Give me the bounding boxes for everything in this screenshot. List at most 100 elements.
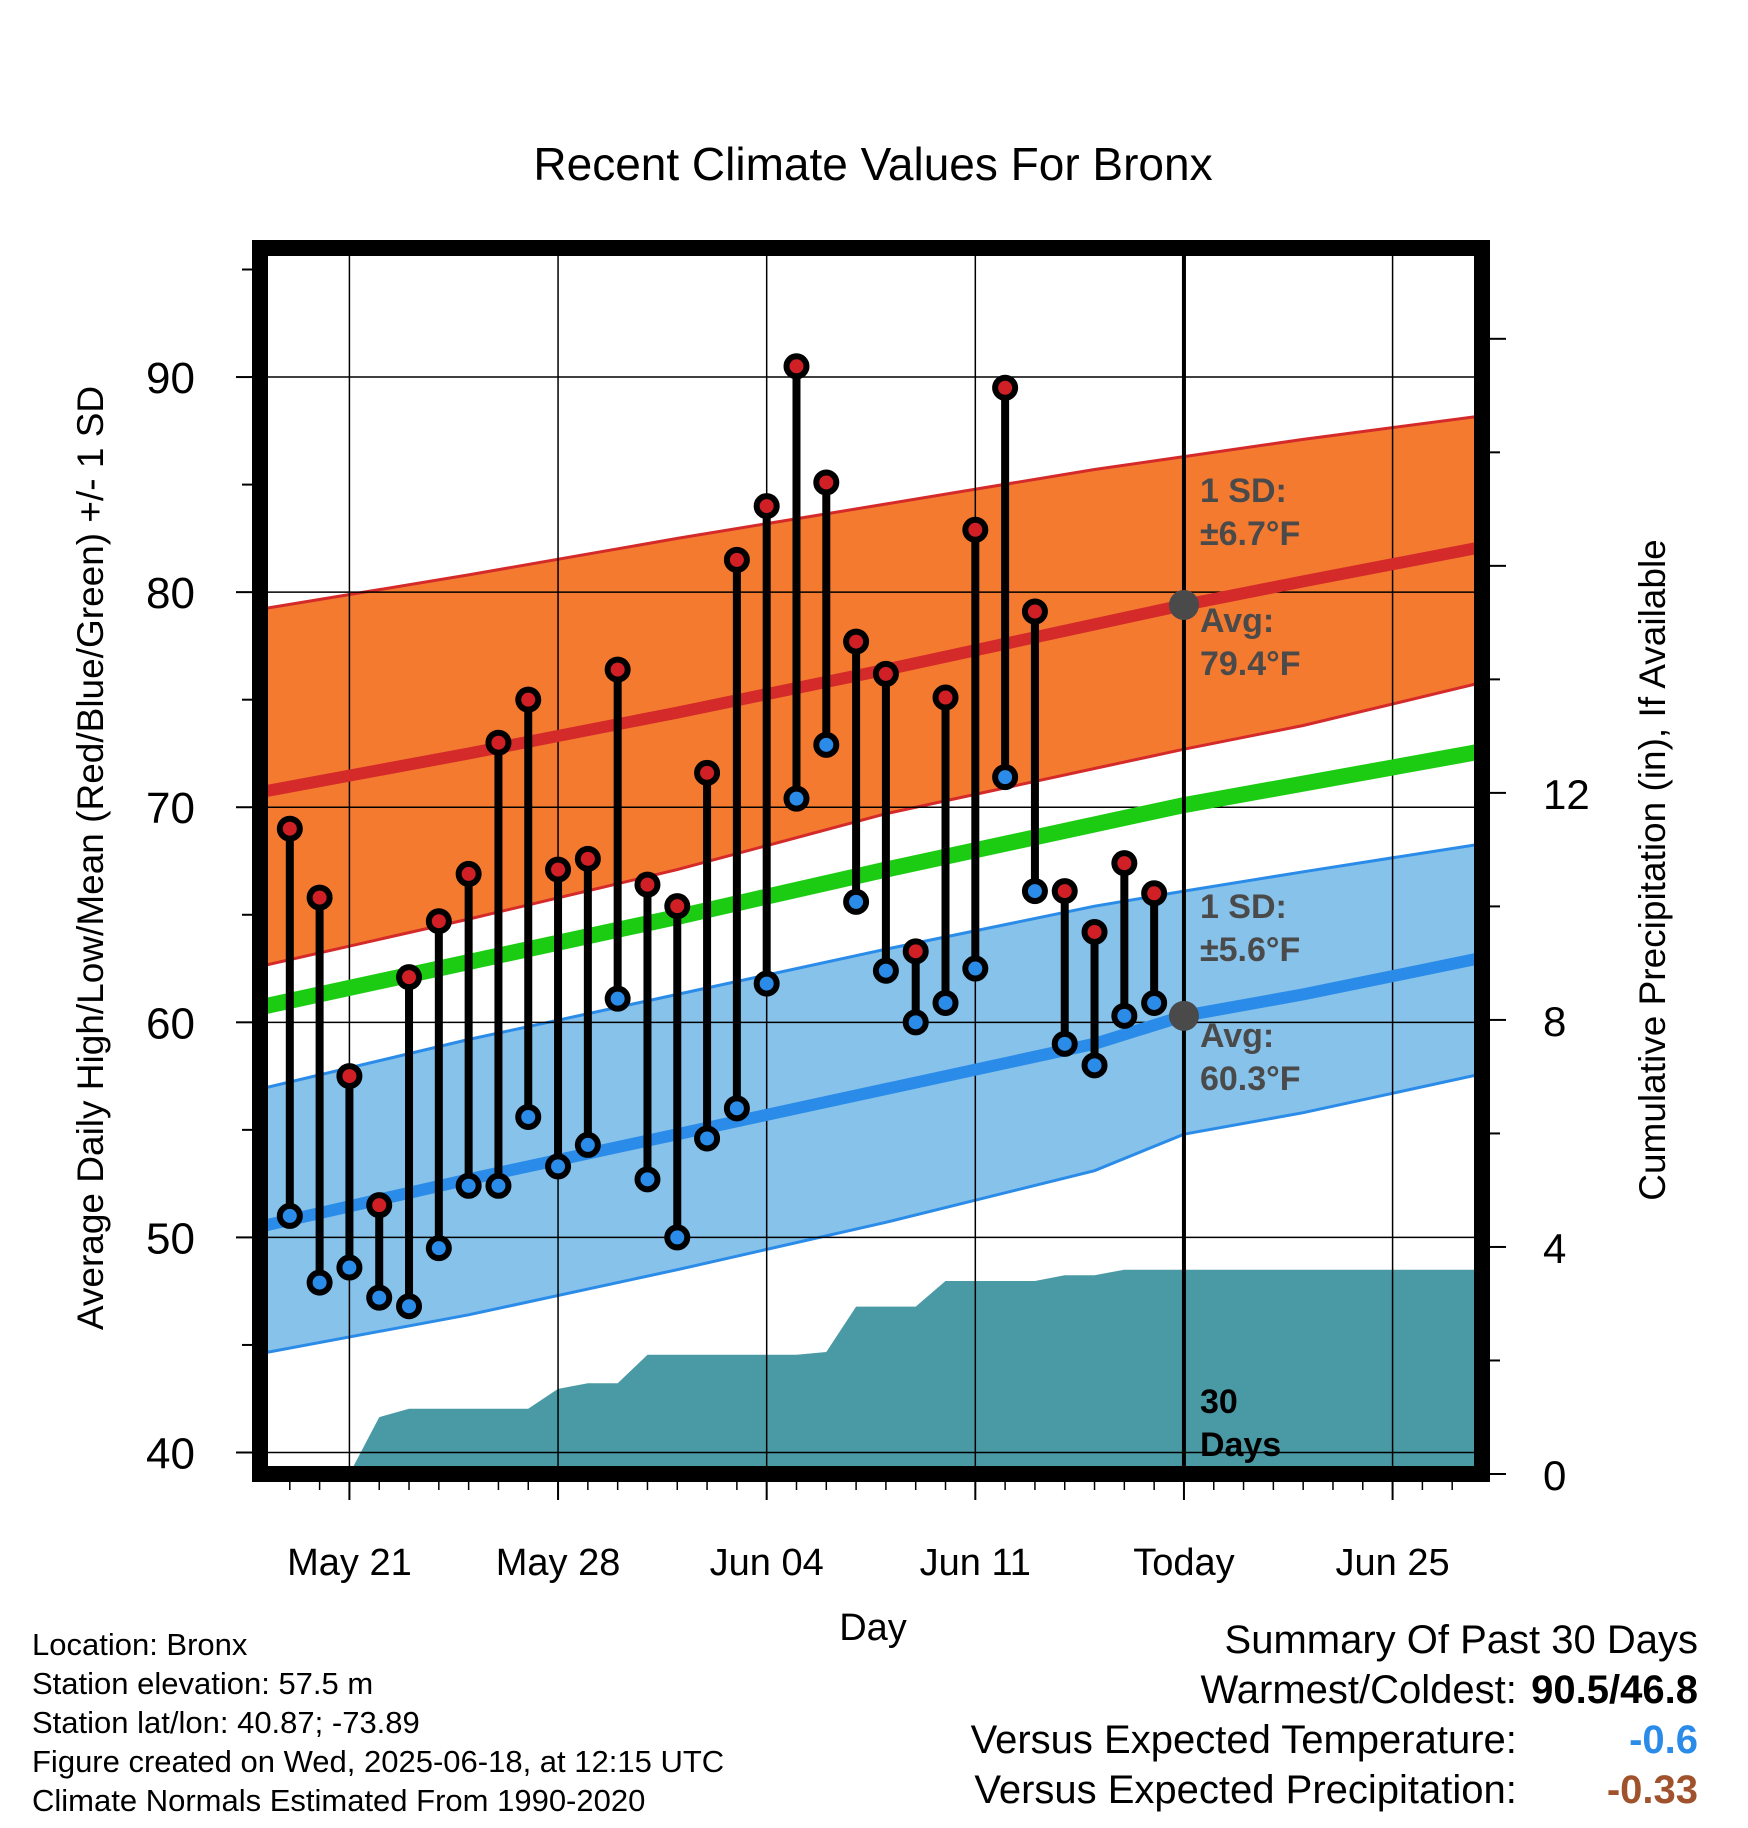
daily-low-point [843, 888, 870, 915]
daily-high-point [336, 1063, 363, 1090]
high-avg-label-line1: Avg: [1200, 602, 1274, 640]
precip-anomaly-value: -0.33 [1606, 1768, 1698, 1812]
daily-high-point [843, 628, 870, 655]
daily-high-point [425, 908, 452, 935]
low-sd-band [260, 843, 1482, 1354]
daily-high-point [1141, 880, 1168, 907]
temp-anomaly-label: Versus Expected Temperature: [970, 1718, 1517, 1762]
daily-low-point [962, 955, 989, 982]
daily-low-point [1081, 1052, 1108, 1079]
daily-high-point [992, 374, 1019, 401]
x-axis-label: Day [839, 1607, 907, 1649]
low-avg-label-line1: Avg: [1200, 1017, 1274, 1055]
high-band-upper-edge [260, 414, 1482, 611]
days-label-line1: 30 [1200, 1383, 1238, 1421]
mean-normal-line [260, 743, 1482, 1016]
daily-high-point [753, 493, 780, 520]
y-tick-label: 90 [146, 354, 195, 403]
warmest-coldest-label: Warmest/Coldest: [1200, 1668, 1517, 1712]
y2-tick-label: 0 [1543, 1452, 1566, 1499]
daily-high-point [813, 469, 840, 496]
daily-low-point [992, 764, 1019, 791]
plot-content [260, 248, 1482, 1474]
x-tick-label: May 21 [287, 1542, 412, 1584]
high-sd-label-line1: 1 SD: [1200, 472, 1287, 510]
daily-high-point [664, 893, 691, 920]
daily-high-point [962, 516, 989, 543]
daily-low-point [813, 731, 840, 758]
elevation-text: Station elevation: 57.5 m [32, 1666, 374, 1701]
y2-tick-label: 4 [1543, 1225, 1566, 1272]
station-info: Location: Bronx Station elevation: 57.5 … [32, 1625, 724, 1820]
x-tick-label: May 28 [496, 1542, 621, 1584]
daily-low-point [336, 1254, 363, 1281]
daily-low-point [902, 1009, 929, 1036]
low-sd-label-line2: ±5.6°F [1200, 931, 1300, 969]
y2-tick-label: 8 [1543, 998, 1566, 1045]
precip-area [260, 1269, 1482, 1474]
temp-anomaly-row: Versus Expected Temperature: -0.6 [971, 1715, 1698, 1765]
normals-text: Climate Normals Estimated From 1990-2020 [32, 1783, 646, 1818]
x-tick-label: Jun 11 [920, 1542, 1031, 1584]
location-text: Location: Bronx [32, 1627, 248, 1662]
daily-low-point [425, 1235, 452, 1262]
daily-low-point [1021, 878, 1048, 905]
y-tick-label: 60 [146, 999, 195, 1048]
daily-low-point [664, 1224, 691, 1251]
daily-low-point [455, 1172, 482, 1199]
y2-tick-label: 12 [1543, 771, 1590, 818]
y-tick-label: 40 [146, 1429, 195, 1478]
temp-anomaly-value: -0.6 [1629, 1718, 1698, 1762]
low-avg-label-line2: 60.3°F [1200, 1060, 1301, 1098]
daily-high-point [574, 845, 601, 872]
high-avg-label-line2: 79.4°F [1200, 645, 1301, 683]
low-avg-marker [1168, 1000, 1199, 1031]
daily-high-point [634, 871, 661, 898]
daily-high-point [1111, 850, 1138, 877]
daily-high-point [694, 759, 721, 786]
y2-axis-label: Cumulative Precipitation (in), If Availa… [1632, 539, 1673, 1201]
precip-anomaly-label: Versus Expected Precipitation: [974, 1768, 1517, 1812]
daily-low-point [1051, 1030, 1078, 1057]
daily-low-point [515, 1103, 542, 1130]
daily-low-point [1111, 1002, 1138, 1029]
x-tick-label: Today [1133, 1542, 1234, 1584]
daily-high-point [1021, 598, 1048, 625]
y-tick-label: 50 [146, 1214, 195, 1263]
plot-frame [252, 240, 1490, 1482]
daily-low-point [1141, 989, 1168, 1016]
x-tick-label: Jun 25 [1336, 1542, 1450, 1584]
chart-title: Recent Climate Values For Bronx [533, 138, 1212, 190]
y-tick-label: 80 [146, 569, 195, 618]
daily-low-point [366, 1284, 393, 1311]
daily-low-point [694, 1125, 721, 1152]
daily-high-point [396, 964, 423, 991]
high-avg-marker [1168, 590, 1199, 621]
daily-low-point [723, 1095, 750, 1122]
daily-low-point [396, 1293, 423, 1320]
warmest-coldest-row: Warmest/Coldest: 90.5/46.8 [971, 1665, 1699, 1715]
daily-high-point [276, 815, 303, 842]
low-sd-label-line1: 1 SD: [1200, 888, 1287, 926]
daily-high-point [455, 860, 482, 887]
daily-high-point [366, 1192, 393, 1219]
low-normal-line [260, 951, 1482, 1233]
y-tick-label: 70 [146, 784, 195, 833]
summary-panel: Summary Of Past 30 Days Warmest/Coldest:… [971, 1615, 1698, 1815]
low-band-lower-edge [260, 1072, 1482, 1356]
daily-low-point [604, 985, 631, 1012]
daily-high-point [872, 660, 899, 687]
daily-low-point [545, 1153, 572, 1180]
low-band-upper-edge [260, 842, 1482, 1091]
daily-low-point [872, 957, 899, 984]
precip-anomaly-row: Versus Expected Precipitation: -0.33 [971, 1765, 1698, 1815]
daily-low-point [634, 1166, 661, 1193]
daily-high-point [485, 729, 512, 756]
summary-title: Summary Of Past 30 Days [1224, 1618, 1698, 1662]
daily-high-point [545, 856, 572, 883]
daily-low-point [753, 970, 780, 997]
daily-low-point [574, 1131, 601, 1158]
high-sd-band [260, 415, 1482, 967]
high-sd-label-line2: ±6.7°F [1200, 515, 1300, 553]
